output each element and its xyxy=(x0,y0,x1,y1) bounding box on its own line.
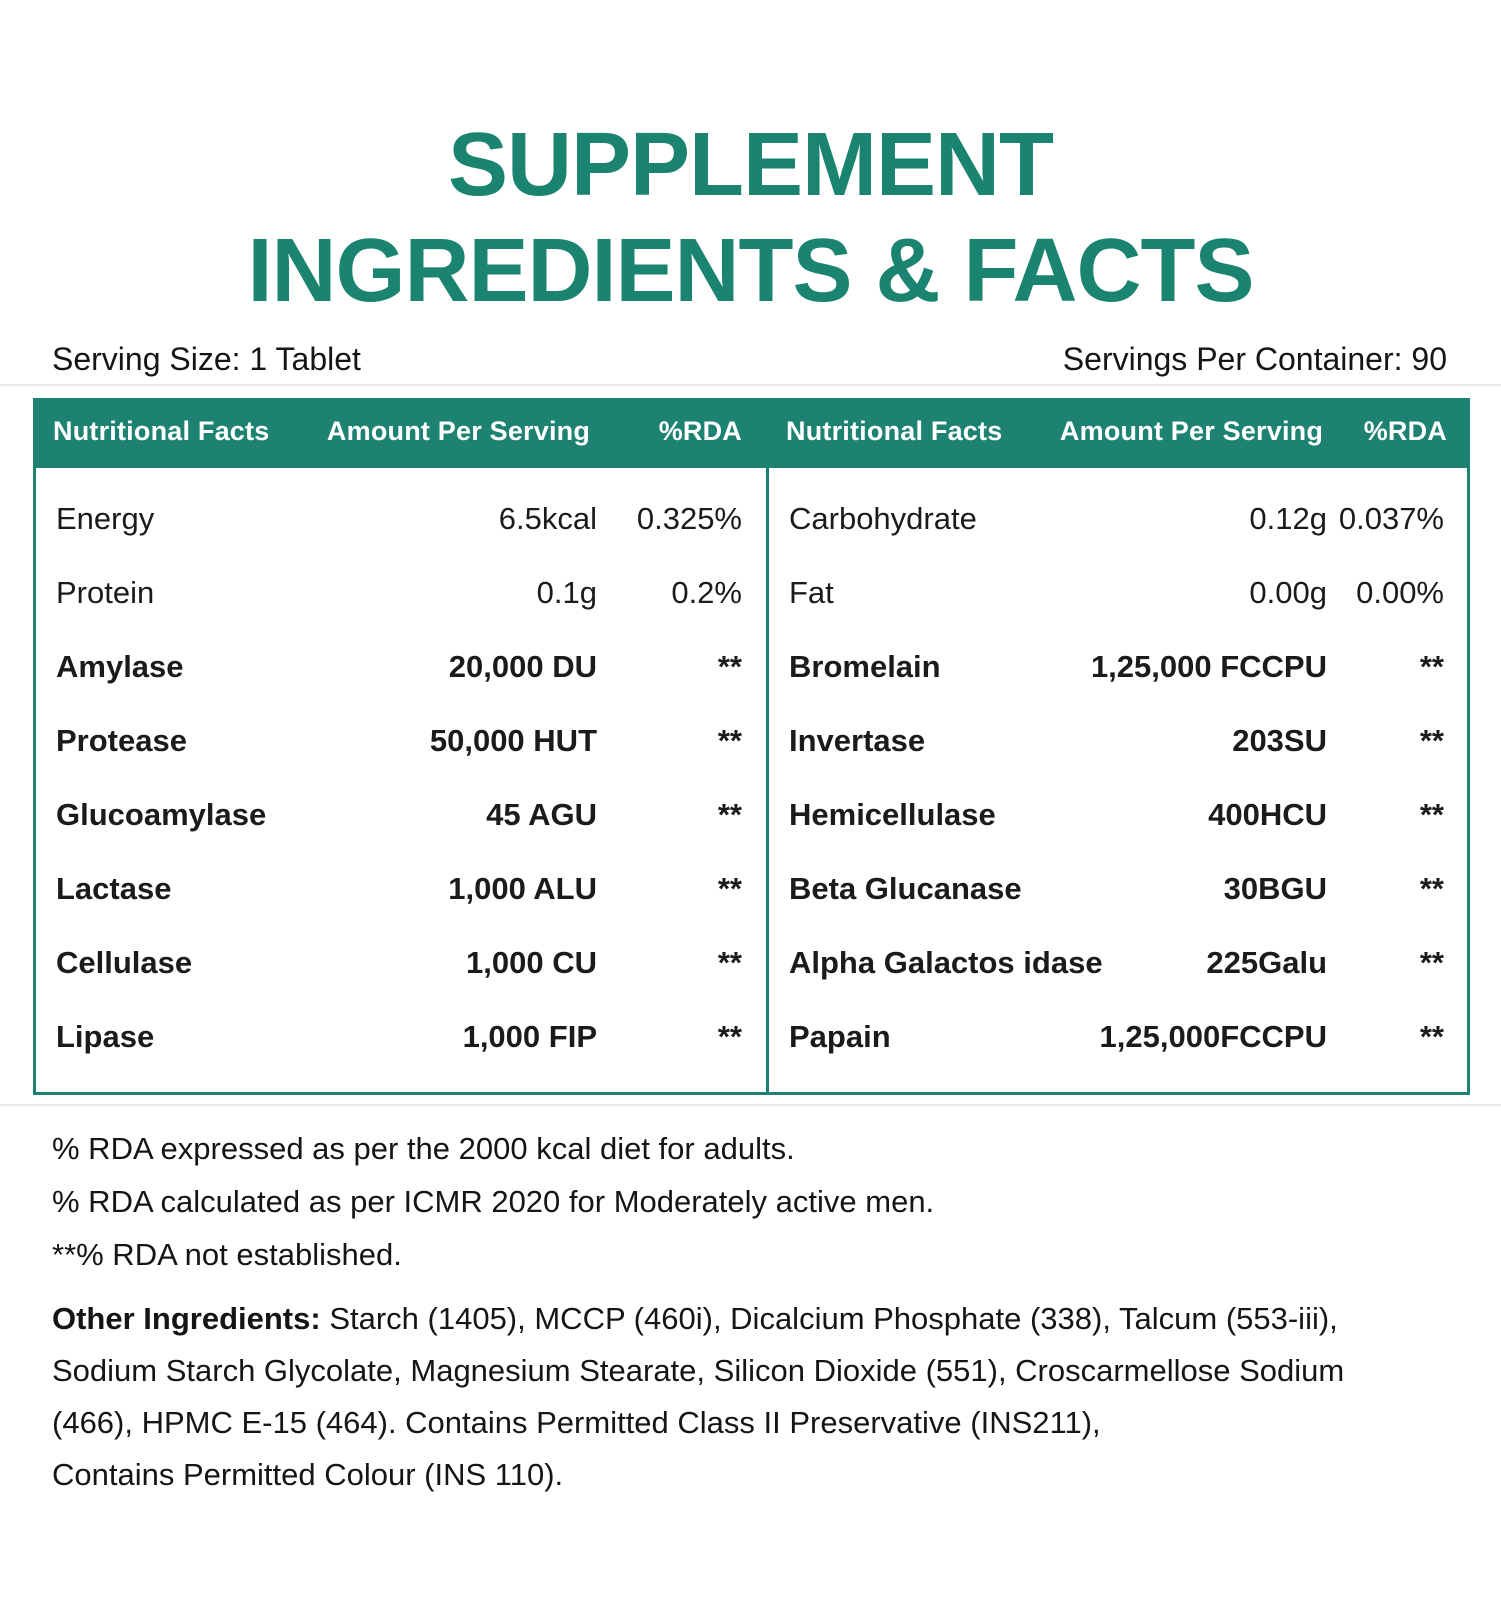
row-amount: 1,000 FIP xyxy=(462,1019,597,1054)
row-name: Lipase xyxy=(56,1019,155,1054)
row-amount: 1,25,000FCCPU xyxy=(1099,1019,1327,1054)
table-body-left: Energy 6.5kcal 0.325% Protein 0.1g 0.2% … xyxy=(36,468,766,1092)
header-nutritional-facts: Nutritional Facts xyxy=(53,416,270,446)
row-rda: ** xyxy=(1419,1019,1444,1054)
row-rda: ** xyxy=(1419,797,1444,832)
row-rda: ** xyxy=(717,797,742,832)
row-rda: ** xyxy=(1419,649,1444,684)
divider-bottom xyxy=(0,1104,1501,1106)
row-name: Lactase xyxy=(56,871,172,906)
row-rda: ** xyxy=(717,1019,742,1054)
row-rda: ** xyxy=(1419,723,1444,758)
other-ingredients-line-3: (466), HPMC E-15 (464). Contains Permitt… xyxy=(52,1405,1101,1440)
table-row: Invertase 203SU ** xyxy=(769,704,1467,778)
header-amount-per-serving: Amount Per Serving xyxy=(1059,416,1324,446)
servings-per-container-text: Servings Per Container: 90 xyxy=(1062,341,1447,377)
serving-info-row: Serving Size: 1 Tablet Servings Per Cont… xyxy=(0,340,1501,378)
row-name: Cellulase xyxy=(56,945,193,980)
header-rda: %RDA xyxy=(658,416,742,446)
table-row: Amylase 20,000 DU ** xyxy=(36,630,766,704)
title-line-2: INGREDIENTS & FACTS xyxy=(247,221,1254,321)
row-name: Invertase xyxy=(789,723,926,758)
row-amount: 20,000 DU xyxy=(448,649,597,684)
table-row: Lactase 1,000 ALU ** xyxy=(36,852,766,926)
row-name: Protease xyxy=(56,723,187,758)
supplement-facts-label: SUPPLEMENT INGREDIENTS & FACTS Serving S… xyxy=(0,112,1501,1613)
row-rda: ** xyxy=(717,871,742,906)
row-rda: 0.037% xyxy=(1338,501,1444,536)
row-amount: 1,000 ALU xyxy=(448,871,597,906)
serving-size-text: Serving Size: 1 Tablet xyxy=(52,341,361,377)
other-ingredients-line-4: Contains Permitted Colour (INS 110). xyxy=(52,1457,564,1492)
row-rda: ** xyxy=(717,723,742,758)
table-row: Energy 6.5kcal 0.325% xyxy=(36,482,766,556)
table-row: Beta Glucanase 30BGU ** xyxy=(769,852,1467,926)
table-row: Hemicellulase 400HCU ** xyxy=(769,778,1467,852)
title-line-1: SUPPLEMENT xyxy=(447,115,1054,215)
other-ingredients: Other Ingredients: Starch (1405), MCCP (… xyxy=(52,1293,1455,1501)
table-body: Energy 6.5kcal 0.325% Protein 0.1g 0.2% … xyxy=(33,465,1470,1095)
row-name: Bromelain xyxy=(789,649,941,684)
row-amount: 45 AGU xyxy=(486,797,597,832)
row-name: Carbohydrate xyxy=(789,501,977,536)
row-rda: 0.2% xyxy=(671,575,742,610)
row-name: Protein xyxy=(56,575,155,610)
row-rda: ** xyxy=(717,945,742,980)
row-rda: ** xyxy=(717,649,742,684)
table-row: Protease 50,000 HUT ** xyxy=(36,704,766,778)
rda-note-1: % RDA expressed as per the 2000 kcal die… xyxy=(52,1131,795,1166)
table-header-left: Nutritional Facts Amount Per Serving %RD… xyxy=(33,398,766,465)
row-name: Energy xyxy=(56,501,155,536)
header-amount-per-serving: Amount Per Serving xyxy=(326,416,591,446)
row-name: Fat xyxy=(789,575,834,610)
table-row: Fat 0.00g 0.00% xyxy=(769,556,1467,630)
row-amount: 50,000 HUT xyxy=(429,723,597,758)
table-row: Cellulase 1,000 CU ** xyxy=(36,926,766,1000)
table-row: Glucoamylase 45 AGU ** xyxy=(36,778,766,852)
row-name: Beta Glucanase xyxy=(789,871,1022,906)
row-amount: 1,000 CU xyxy=(466,945,597,980)
other-ingredients-line-2: Sodium Starch Glycolate, Magnesium Stear… xyxy=(52,1353,1345,1388)
row-amount: 6.5kcal xyxy=(498,501,597,536)
row-amount: 1,25,000 FCCPU xyxy=(1090,649,1327,684)
nutrition-facts-table: Nutritional Facts Amount Per Serving %RD… xyxy=(33,398,1470,1095)
table-header-right: Nutritional Facts Amount Per Serving %RD… xyxy=(766,398,1470,465)
rda-note-3: **% RDA not established. xyxy=(52,1237,402,1272)
row-amount: 225Galu xyxy=(1206,945,1327,980)
row-name: Hemicellulase xyxy=(789,797,996,832)
rda-note-2: % RDA calculated as per ICMR 2020 for Mo… xyxy=(52,1184,935,1219)
row-name: Papain xyxy=(789,1019,891,1054)
row-amount: 0.00g xyxy=(1249,575,1327,610)
divider-top xyxy=(0,384,1501,386)
row-name: Glucoamylase xyxy=(56,797,267,832)
row-name: Amylase xyxy=(56,649,184,684)
row-rda: ** xyxy=(1419,871,1444,906)
table-row: Lipase 1,000 FIP ** xyxy=(36,1000,766,1074)
table-row: Protein 0.1g 0.2% xyxy=(36,556,766,630)
table-row: Papain 1,25,000FCCPU ** xyxy=(769,1000,1467,1074)
row-amount: 400HCU xyxy=(1208,797,1327,832)
table-body-right: Carbohydrate 0.12g 0.037% Fat 0.00g 0.00… xyxy=(766,468,1467,1092)
other-ingredients-label: Other Ingredients: xyxy=(52,1301,321,1336)
row-amount: 0.1g xyxy=(536,575,597,610)
page-title: SUPPLEMENT INGREDIENTS & FACTS xyxy=(0,112,1501,324)
table-row: Bromelain 1,25,000 FCCPU ** xyxy=(769,630,1467,704)
row-rda: 0.325% xyxy=(636,501,742,536)
header-nutritional-facts: Nutritional Facts xyxy=(786,416,1003,446)
header-rda: %RDA xyxy=(1363,416,1447,446)
table-row: Carbohydrate 0.12g 0.037% xyxy=(769,482,1467,556)
row-rda: 0.00% xyxy=(1356,575,1444,610)
other-ingredients-line-1: Starch (1405), MCCP (460i), Dicalcium Ph… xyxy=(320,1301,1338,1336)
rda-notes: % RDA expressed as per the 2000 kcal die… xyxy=(52,1122,1447,1281)
table-row: Alpha Galactos idase 225Galu ** xyxy=(769,926,1467,1000)
row-name: Alpha Galactos idase xyxy=(789,945,1103,980)
row-rda: ** xyxy=(1419,945,1444,980)
row-amount: 30BGU xyxy=(1223,871,1327,906)
row-amount: 203SU xyxy=(1232,723,1327,758)
table-header-band: Nutritional Facts Amount Per Serving %RD… xyxy=(33,398,1470,465)
row-amount: 0.12g xyxy=(1249,501,1327,536)
